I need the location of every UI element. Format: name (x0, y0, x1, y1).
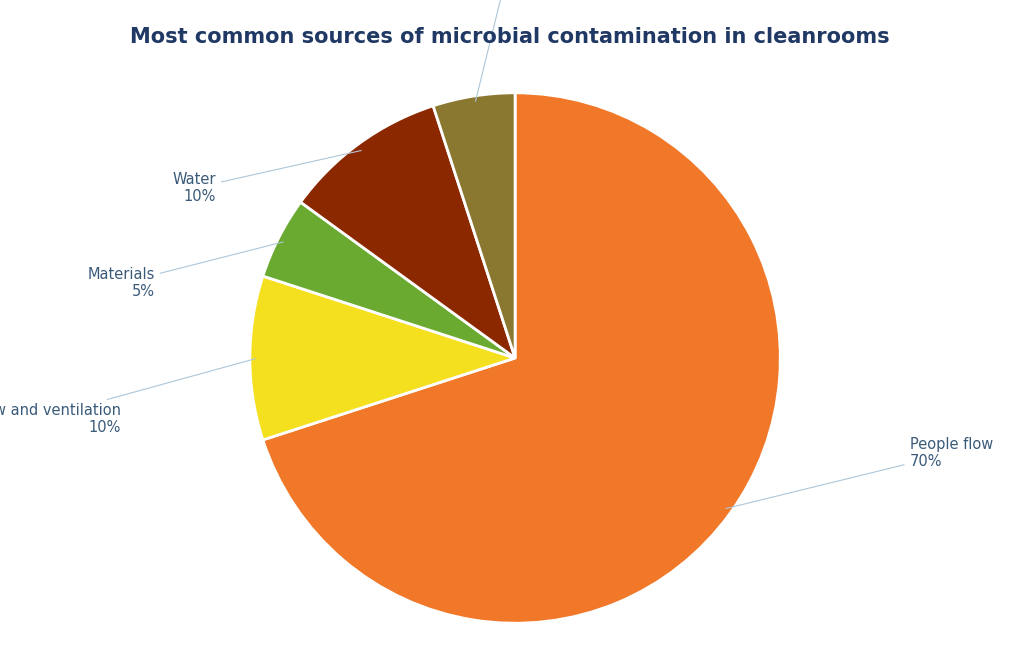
Text: Other
5%: Other 5% (475, 0, 529, 101)
Text: Materials
5%: Materials 5% (88, 242, 283, 300)
Text: Most common sources of microbial contamination in cleanrooms: Most common sources of microbial contami… (130, 27, 889, 46)
Wedge shape (433, 93, 515, 358)
Text: Water
10%: Water 10% (172, 151, 361, 204)
Wedge shape (301, 106, 515, 358)
Wedge shape (263, 202, 515, 358)
Wedge shape (250, 276, 515, 440)
Text: People flow
70%: People flow 70% (726, 437, 991, 509)
Wedge shape (263, 93, 780, 623)
Text: Air flow and ventilation
10%: Air flow and ventilation 10% (0, 359, 255, 436)
